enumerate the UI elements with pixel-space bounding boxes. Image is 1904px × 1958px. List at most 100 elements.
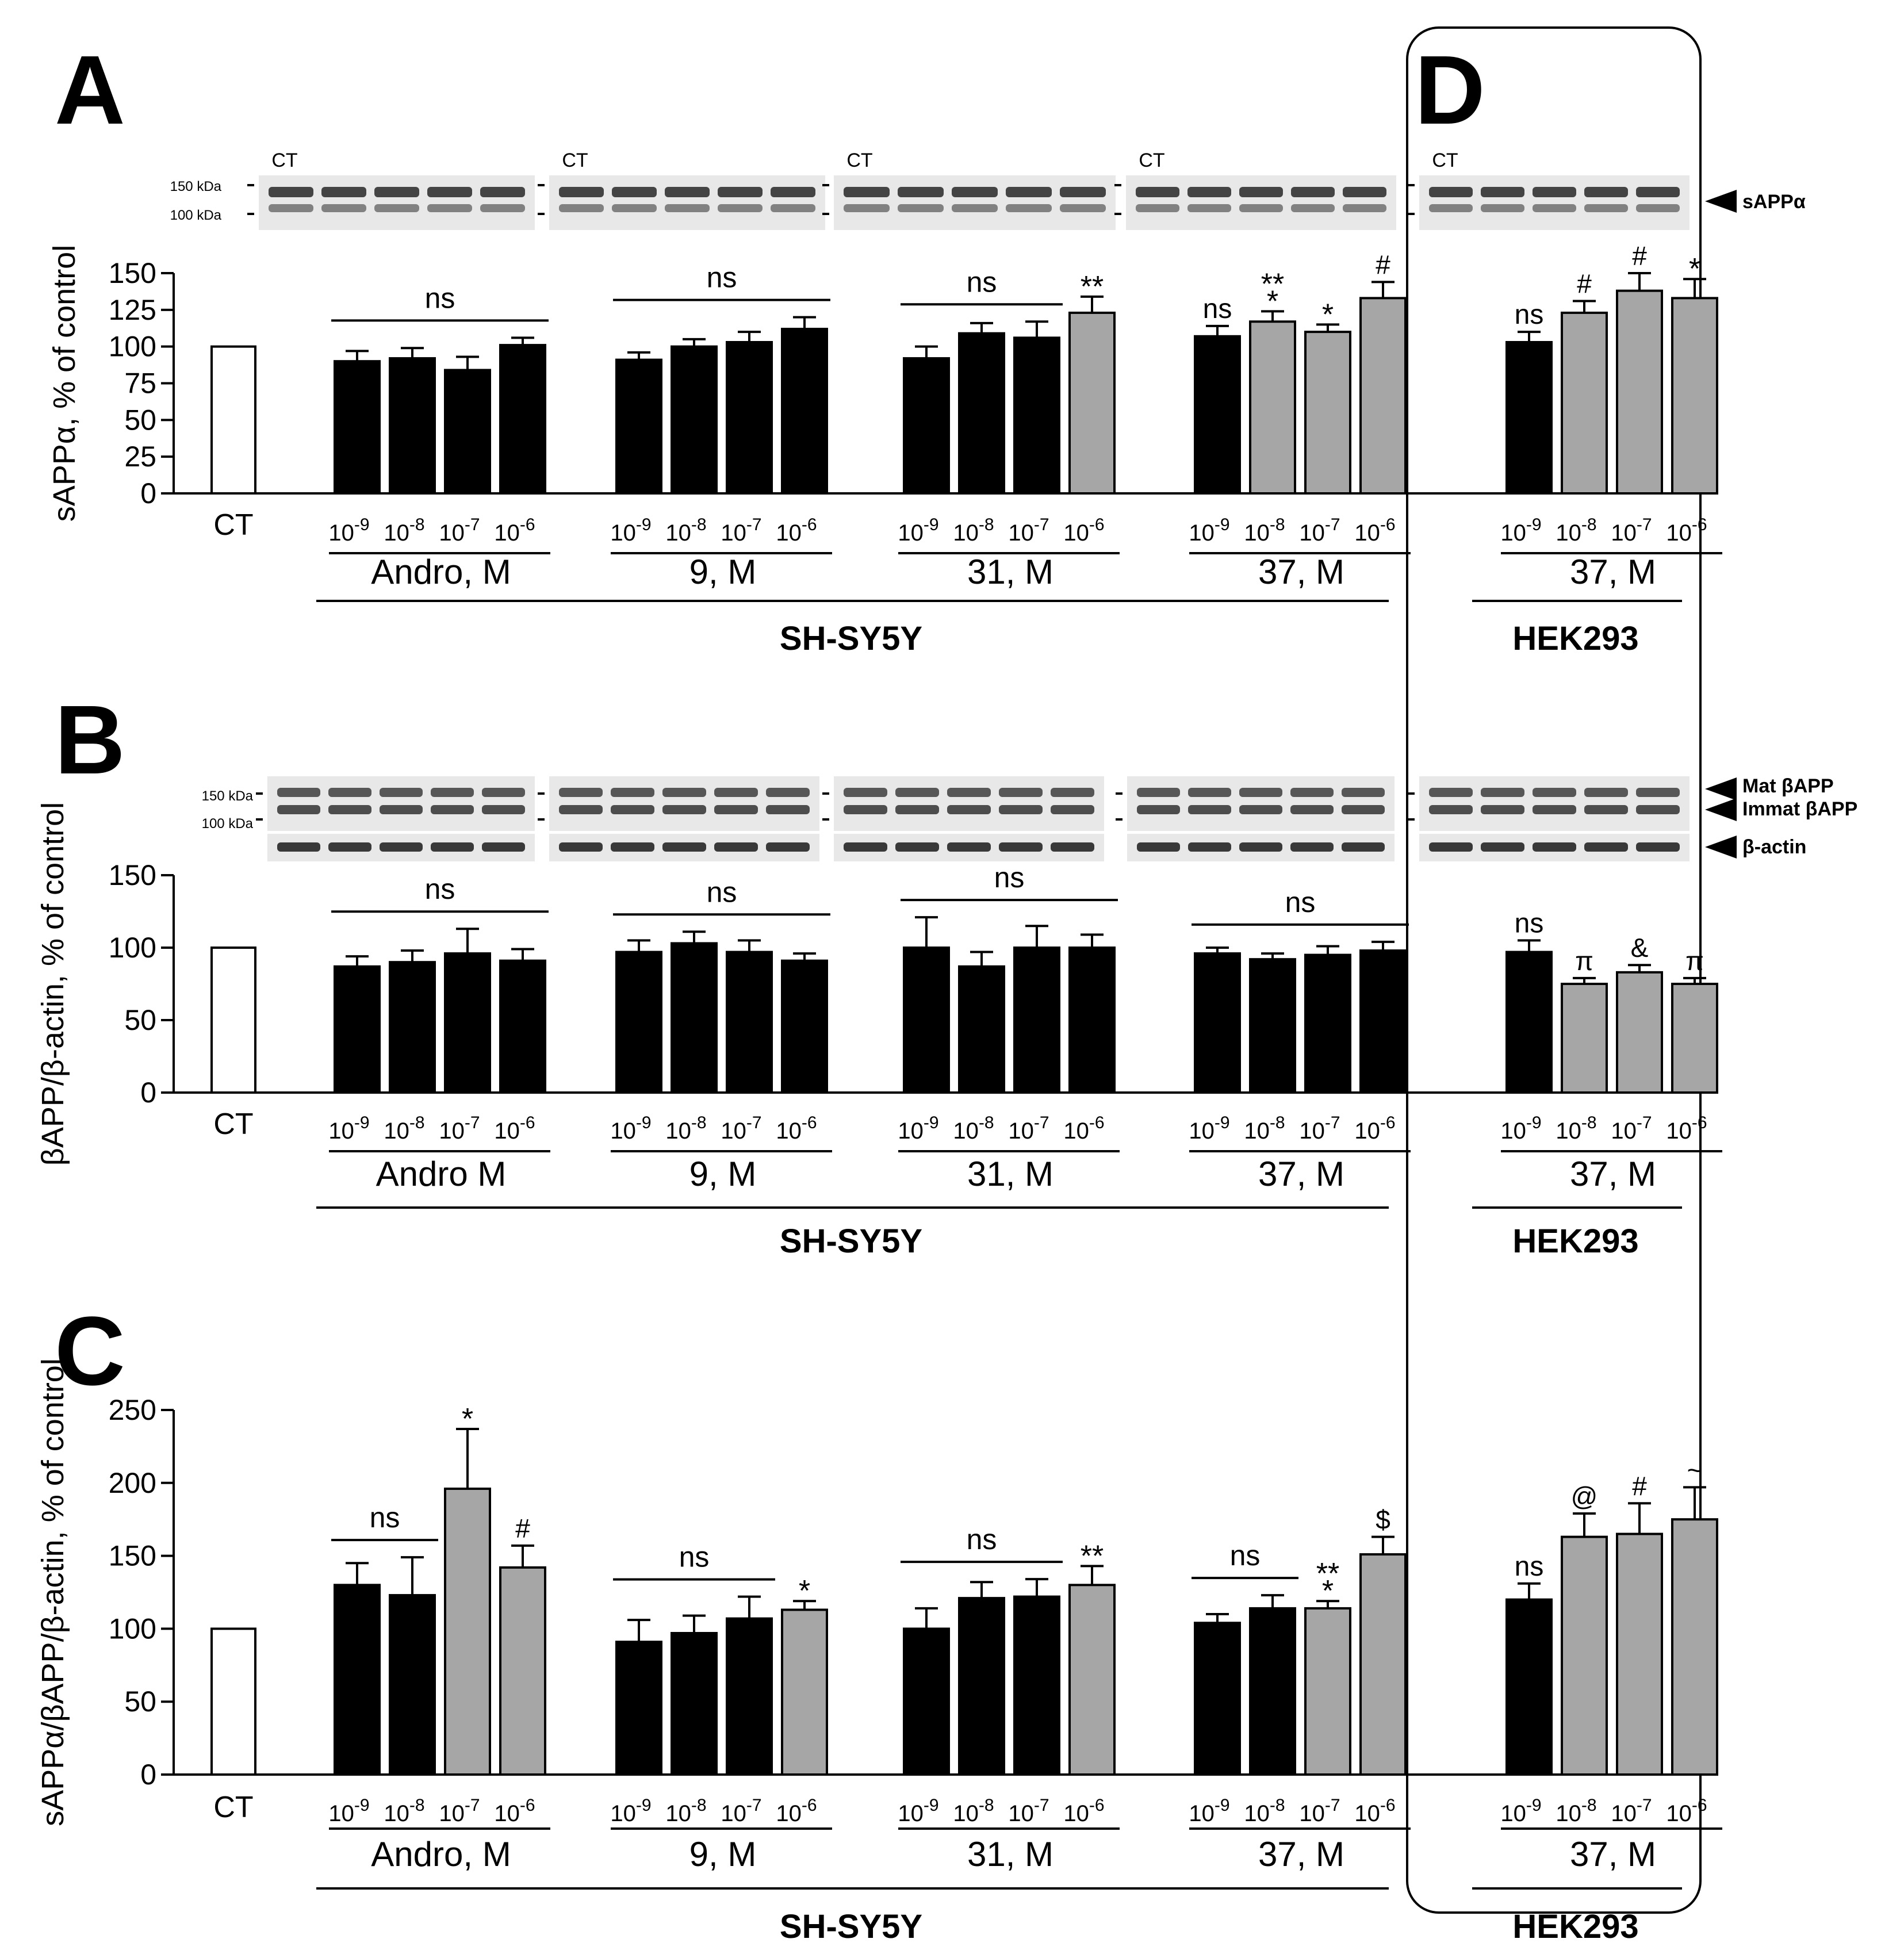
bar: [1013, 336, 1060, 495]
significance-label: **: [1316, 1557, 1339, 1591]
blot-band: [1342, 788, 1385, 797]
blot-band: [771, 204, 815, 212]
blot-strip: [834, 776, 1104, 831]
blot-band: [714, 805, 758, 814]
dose-label: 10-6: [494, 1796, 535, 1826]
bar: [1304, 331, 1351, 495]
dose-label: 10-8: [1556, 1113, 1596, 1144]
blot-band: [1006, 204, 1052, 212]
significance-label: #: [1376, 250, 1390, 279]
blot-band: [1343, 204, 1386, 212]
cell-line-label: HEK293: [1512, 1223, 1638, 1260]
significance-label: **: [1081, 1539, 1104, 1573]
bar: [1249, 958, 1296, 1094]
bar: [389, 357, 436, 495]
blot-strip: [1127, 776, 1395, 831]
blot-band: [1239, 842, 1282, 852]
bar: [499, 959, 546, 1094]
blot-band: [559, 788, 603, 797]
blot-ct-label: CT: [1432, 150, 1458, 171]
blot-band: [844, 842, 887, 852]
dose-label: 10-6: [776, 1796, 817, 1826]
dose-label: 10-8: [384, 1796, 424, 1826]
dose-label: 10-8: [953, 1796, 994, 1826]
y-tick-label: 100: [109, 331, 156, 363]
chart-panel-c: 0 50 100 150 200 250 sAPPα/βAPP/β-actin, % of …: [36, 1358, 1722, 1945]
y-tick-label: 0: [140, 1076, 156, 1109]
blot-band: [482, 842, 525, 852]
blot-band: [662, 805, 706, 814]
dose-label: 10-7: [1008, 1113, 1049, 1144]
group-label: 37, M: [1258, 1155, 1344, 1193]
blot-band: [1533, 805, 1576, 814]
blot-band: [374, 204, 419, 212]
band-label: sAPPα: [1742, 191, 1806, 213]
dose-label: 10-7: [1611, 1796, 1652, 1826]
significance-label: *: [1267, 285, 1278, 318]
blot-band: [277, 805, 320, 814]
bar: [903, 947, 950, 1094]
blot-ct-label: CT: [562, 150, 588, 171]
dose-label: 10-8: [1244, 515, 1285, 546]
blot-band: [374, 187, 419, 197]
bar: [1359, 297, 1407, 495]
dose-label: 10-7: [1611, 515, 1652, 546]
blot-band: [328, 788, 371, 797]
bar: [726, 341, 773, 495]
bar: [1505, 341, 1553, 495]
blot-band: [277, 842, 320, 852]
blot-band: [482, 805, 525, 814]
bar-control: [210, 1627, 256, 1776]
blot-band: [1137, 805, 1180, 814]
dose-label: 10-8: [665, 1796, 706, 1826]
blot-band: [1137, 788, 1180, 797]
panel-letter-c: C: [55, 1297, 125, 1406]
dose-label: 10-9: [898, 1796, 938, 1826]
bar: [1068, 947, 1116, 1094]
blot-band: [895, 842, 939, 852]
y-tick-label: 150: [109, 257, 156, 289]
significance-label: ns: [1203, 294, 1232, 324]
blot-band: [771, 187, 815, 197]
bar: [615, 1641, 662, 1776]
blot-band: [766, 788, 810, 797]
blot-band: [1290, 842, 1334, 852]
significance-label: *: [1322, 1574, 1334, 1608]
blot-band: [1187, 204, 1231, 212]
dose-label: 10-7: [1008, 515, 1049, 546]
blot-band: [1343, 187, 1386, 197]
y-tick-label: 125: [109, 294, 156, 326]
bar: [444, 952, 491, 1094]
dose-label: 10-9: [1189, 1113, 1229, 1144]
cell-line-label: HEK293: [1512, 620, 1638, 657]
bar: [958, 332, 1005, 495]
dose-label: 10-6: [1666, 1113, 1707, 1144]
blot-band: [1533, 204, 1576, 212]
dose-label: 10-6: [1063, 515, 1104, 546]
blot-band: [662, 788, 706, 797]
band-label: Mat βAPP: [1742, 775, 1834, 797]
blot-band: [952, 204, 998, 212]
bar: [671, 1632, 718, 1776]
ns-bracket-label: ns: [1230, 1539, 1261, 1572]
blot-band: [1636, 204, 1680, 212]
blot-band: [1239, 805, 1282, 814]
blot-band: [1636, 788, 1680, 797]
dose-label: 10-9: [1500, 1796, 1541, 1826]
dose-label: 10-9: [1189, 1796, 1229, 1826]
significance-label: #: [1632, 241, 1647, 271]
blot-band: [612, 204, 657, 212]
group-label: 31, M: [967, 1155, 1053, 1193]
ns-bracket-label: ns: [1285, 886, 1316, 918]
blot-band: [1342, 842, 1385, 852]
bar: [444, 369, 491, 495]
blot-strip: [1419, 175, 1690, 230]
blot-band: [1342, 805, 1385, 814]
bar: [903, 357, 950, 495]
y-tick-label: 0: [140, 1758, 156, 1791]
western-blot-a: CT CT CT CT CT 150 kDa 100 kDa sAPPα: [170, 150, 1806, 230]
bar: [334, 965, 381, 1094]
bar: [1359, 1553, 1407, 1776]
blot-band: [612, 187, 657, 197]
